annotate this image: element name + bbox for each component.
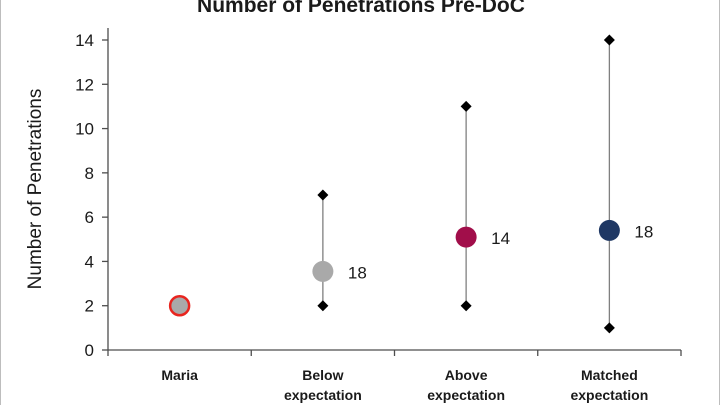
y-axis-title: Number of Penetrations (25, 89, 46, 290)
chart-title: Number of Penetrations Pre-DoC (197, 0, 525, 17)
count-label-below: 18 (348, 263, 367, 282)
y-tick: 12 (75, 75, 108, 94)
y-tick-label: 6 (85, 208, 94, 227)
y-tick: 10 (75, 120, 108, 139)
count-label-above: 14 (491, 229, 510, 248)
x-category-label-matched: expectation (570, 387, 648, 403)
y-tick-label: 4 (85, 252, 94, 271)
range-min-marker-above (460, 300, 472, 312)
y-tick: 0 (85, 341, 108, 360)
y-tick-label: 10 (75, 120, 94, 139)
range-min-marker-below (317, 300, 329, 312)
y-tick-label: 8 (85, 164, 94, 183)
range-max-marker-matched (603, 34, 615, 46)
range-max-marker-below (317, 189, 329, 201)
y-tick-label: 14 (75, 31, 94, 50)
x-category-label-below: expectation (284, 387, 362, 403)
x-category-label-maria: Maria (161, 367, 198, 383)
y-tick-label: 12 (75, 75, 94, 94)
x-category-label-below: Below (302, 367, 343, 383)
range-max-marker-above (460, 100, 472, 112)
y-tick: 4 (85, 252, 108, 271)
mean-marker-matched (598, 219, 620, 241)
x-category-label-above: Above (445, 367, 488, 383)
y-tick: 8 (85, 164, 108, 183)
y-tick: 2 (85, 297, 108, 316)
mean-marker-maria (168, 294, 191, 317)
y-tick-label: 2 (85, 297, 94, 316)
x-category-label-above: expectation (427, 387, 505, 403)
mean-marker-below (312, 260, 334, 282)
count-label-matched: 18 (634, 222, 653, 241)
range-min-marker-matched (603, 322, 615, 334)
y-tick: 14 (75, 31, 108, 50)
y-tick: 6 (85, 208, 108, 227)
x-category-label-matched: Matched (581, 367, 638, 383)
mean-marker-above (455, 226, 477, 248)
y-tick-label: 0 (85, 341, 94, 360)
